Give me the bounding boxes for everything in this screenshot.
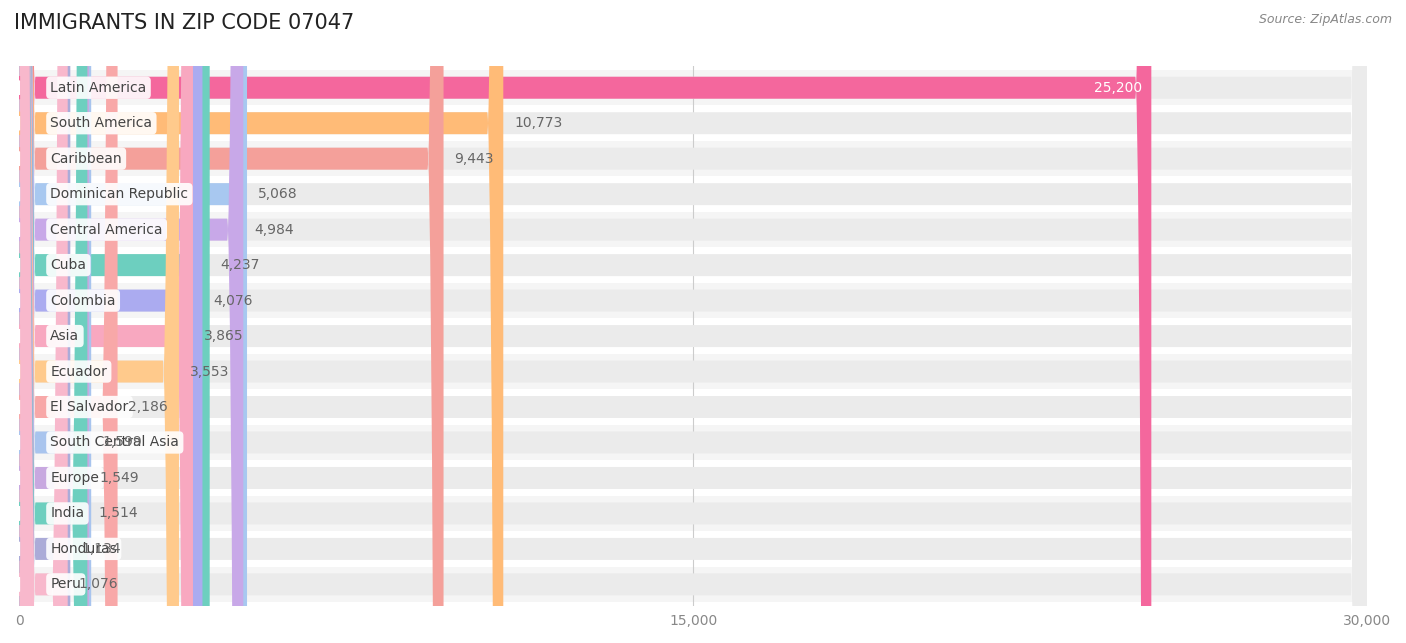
Text: 1,514: 1,514 [98,507,138,520]
Bar [20,70,1367,105]
FancyBboxPatch shape [20,0,1367,643]
Text: Honduras: Honduras [51,542,117,556]
Text: Asia: Asia [51,329,80,343]
FancyBboxPatch shape [20,0,1367,643]
Text: 1,599: 1,599 [103,435,142,449]
Text: 3,865: 3,865 [204,329,243,343]
Text: 3,553: 3,553 [190,365,229,379]
Text: 2,186: 2,186 [128,400,169,414]
Text: Latin America: Latin America [51,81,146,95]
Text: 1,549: 1,549 [100,471,139,485]
Bar [20,176,1367,212]
Bar [20,566,1367,602]
FancyBboxPatch shape [20,0,247,643]
Bar [20,283,1367,318]
Text: Ecuador: Ecuador [51,365,107,379]
Text: 1,076: 1,076 [79,577,118,592]
Bar [20,496,1367,531]
Bar [20,531,1367,566]
Bar [20,212,1367,248]
FancyBboxPatch shape [20,0,70,643]
Text: 25,200: 25,200 [1094,81,1142,95]
FancyBboxPatch shape [20,0,202,643]
Text: India: India [51,507,84,520]
Bar [20,318,1367,354]
FancyBboxPatch shape [20,0,243,643]
FancyBboxPatch shape [20,0,1367,643]
Bar [20,354,1367,389]
FancyBboxPatch shape [20,0,87,643]
FancyBboxPatch shape [20,0,1367,643]
FancyBboxPatch shape [20,0,1367,643]
Bar [20,460,1367,496]
FancyBboxPatch shape [20,0,118,643]
Text: Dominican Republic: Dominican Republic [51,187,188,201]
FancyBboxPatch shape [20,0,67,643]
FancyBboxPatch shape [20,0,1367,643]
FancyBboxPatch shape [20,0,193,643]
Bar [20,105,1367,141]
Text: Cuba: Cuba [51,258,86,272]
Text: 1,134: 1,134 [82,542,121,556]
Text: 4,076: 4,076 [214,294,253,307]
FancyBboxPatch shape [20,0,209,643]
Text: Source: ZipAtlas.com: Source: ZipAtlas.com [1258,13,1392,26]
Text: Colombia: Colombia [51,294,115,307]
Text: El Salvador: El Salvador [51,400,128,414]
FancyBboxPatch shape [20,0,1367,643]
FancyBboxPatch shape [20,0,1367,643]
FancyBboxPatch shape [20,0,89,643]
Text: 9,443: 9,443 [454,152,494,166]
FancyBboxPatch shape [20,0,1367,643]
FancyBboxPatch shape [20,0,1367,643]
Text: Caribbean: Caribbean [51,152,122,166]
FancyBboxPatch shape [20,0,1367,643]
Bar [20,425,1367,460]
FancyBboxPatch shape [20,0,503,643]
Text: South America: South America [51,116,152,130]
Text: 5,068: 5,068 [257,187,298,201]
Text: Central America: Central America [51,222,163,237]
Bar [20,141,1367,176]
Text: IMMIGRANTS IN ZIP CODE 07047: IMMIGRANTS IN ZIP CODE 07047 [14,13,354,33]
FancyBboxPatch shape [20,0,443,643]
FancyBboxPatch shape [20,0,1367,643]
Text: 10,773: 10,773 [515,116,562,130]
Bar [20,389,1367,425]
Text: 4,237: 4,237 [221,258,260,272]
Text: 4,984: 4,984 [254,222,294,237]
FancyBboxPatch shape [20,0,1367,643]
Text: South Central Asia: South Central Asia [51,435,179,449]
FancyBboxPatch shape [20,0,1152,643]
FancyBboxPatch shape [20,0,1367,643]
FancyBboxPatch shape [20,0,91,643]
Text: Peru: Peru [51,577,82,592]
FancyBboxPatch shape [20,0,179,643]
FancyBboxPatch shape [20,0,1367,643]
Text: Europe: Europe [51,471,100,485]
Bar [20,248,1367,283]
